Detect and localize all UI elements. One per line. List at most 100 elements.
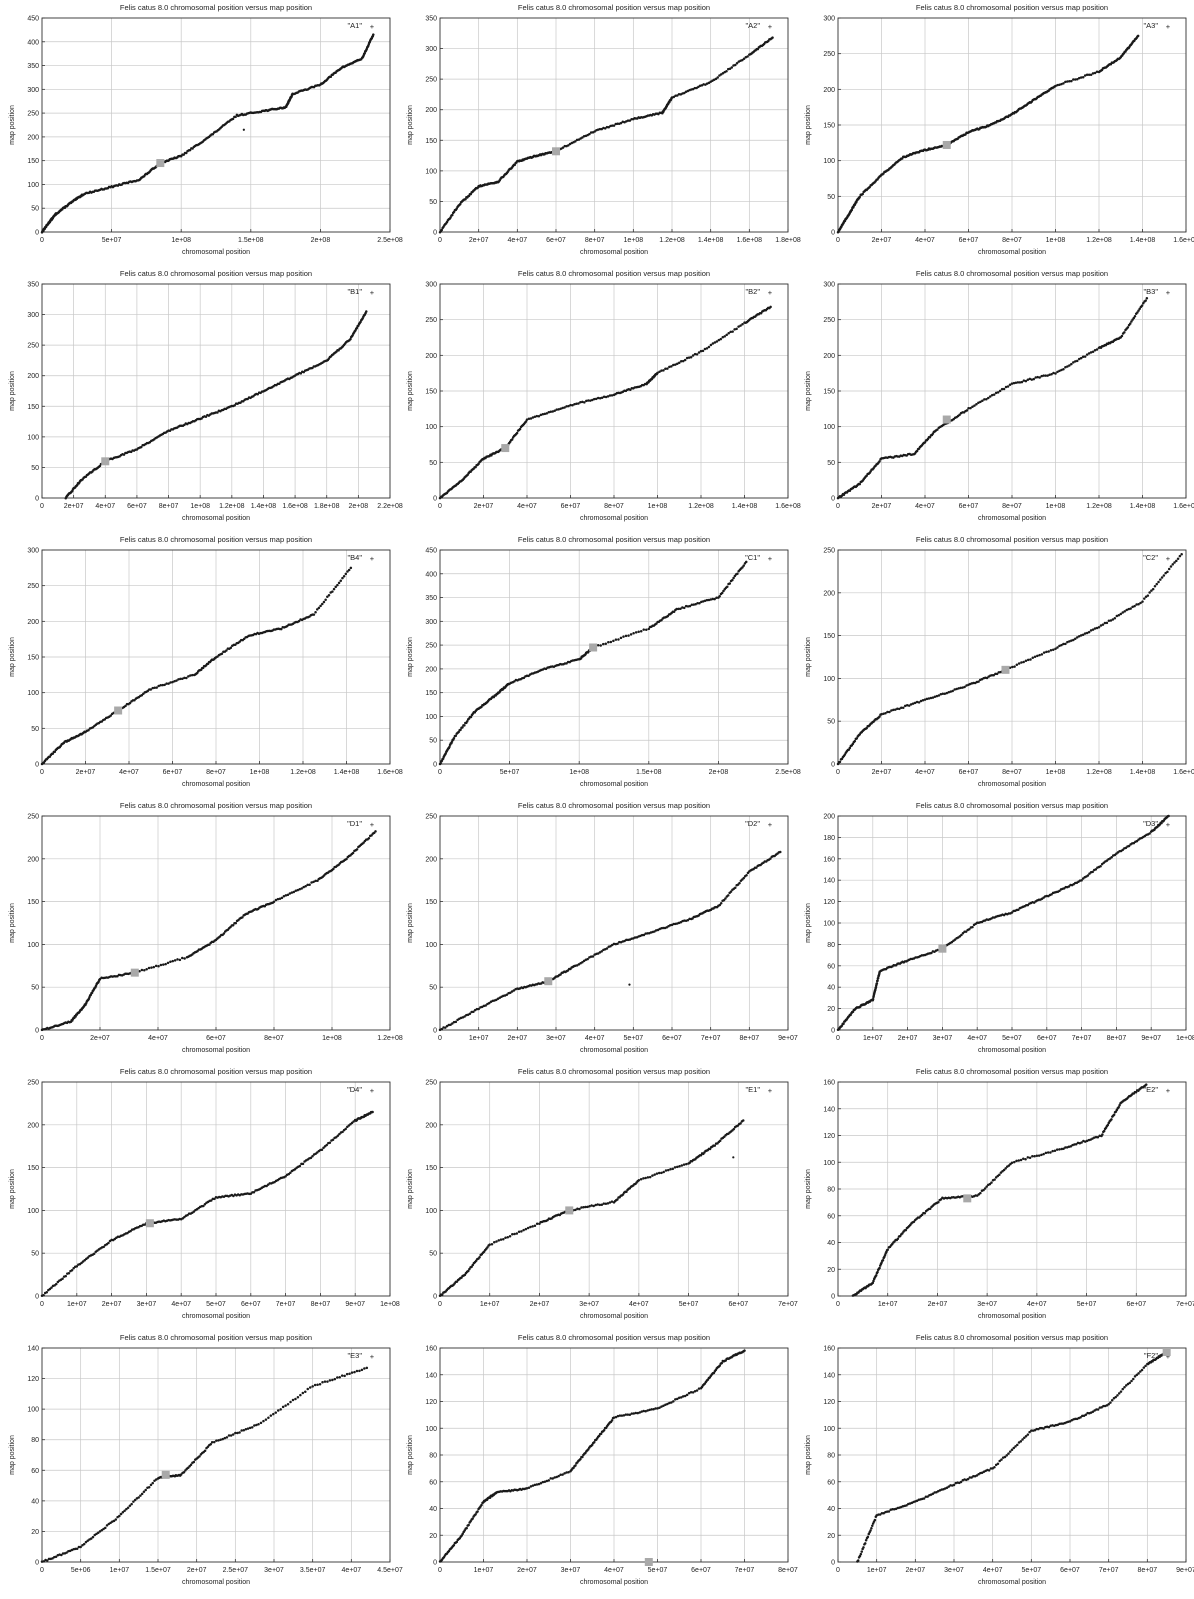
data-point: [719, 337, 723, 341]
y-tick-label: 100: [425, 942, 437, 949]
data-point: [1097, 626, 1101, 629]
x-tick-label: 1e+07: [109, 1567, 129, 1574]
data-point: [208, 943, 211, 946]
data-point: [370, 834, 373, 837]
data-point: [1007, 1164, 1011, 1167]
chart-panel-D2: Felis catus 8.0 chromosomal position ver…: [398, 798, 798, 1064]
data-point: [189, 674, 192, 677]
data-point: [1044, 374, 1047, 377]
data-point: [553, 409, 556, 412]
data-point: [65, 1551, 68, 1554]
data-point: [541, 413, 545, 416]
data-point: [522, 1228, 525, 1232]
data-point: [162, 963, 165, 966]
data-point: [583, 401, 586, 404]
x-tick-label: 1.4e+08: [1130, 237, 1156, 244]
data-point: [50, 1286, 53, 1289]
data-point: [166, 961, 170, 965]
data-point: [619, 121, 623, 125]
data-point: [1046, 1151, 1050, 1154]
data-point: [107, 1241, 110, 1245]
data-point: [840, 1024, 844, 1027]
chart-title: Felis catus 8.0 chromosomal position ver…: [518, 1067, 710, 1076]
y-tick-label: 150: [823, 389, 835, 396]
data-point: [628, 119, 632, 122]
data-point: [683, 358, 687, 362]
data-point: [1017, 1159, 1021, 1162]
data-point: [961, 686, 964, 689]
data-point: [718, 74, 721, 77]
y-tick-label: 0: [433, 762, 437, 769]
chart-title: Felis catus 8.0 chromosomal position ver…: [120, 1333, 312, 1342]
legend-label: "A1": [348, 21, 363, 30]
data-point: [142, 1490, 146, 1494]
data-point: [874, 986, 878, 989]
data-point: [317, 606, 321, 610]
data-point: [346, 570, 349, 573]
x-tick-label: 1e+07: [474, 1567, 494, 1574]
data-point: [660, 1171, 663, 1175]
data-point: [637, 1178, 641, 1182]
data-point: [581, 136, 584, 139]
data-point: [444, 1026, 447, 1029]
data-point: [935, 694, 939, 698]
x-tick-label: 2e+07: [872, 237, 892, 244]
data-point: [679, 607, 682, 611]
x-axis-label: chromosomal position: [978, 515, 1046, 522]
data-point: [91, 1535, 95, 1539]
data-point: [660, 369, 663, 372]
chart-svg: Felis catus 8.0 chromosomal position ver…: [407, 1333, 798, 1586]
data-point: [861, 192, 864, 196]
data-point: [1076, 77, 1079, 81]
y-tick-label: 200: [425, 107, 437, 114]
data-point: [592, 1204, 595, 1208]
y-tick-label: 350: [425, 16, 437, 23]
data-point: [727, 332, 730, 335]
data-point: [153, 1479, 156, 1483]
data-point: [344, 572, 348, 576]
chart-title: Felis catus 8.0 chromosomal position ver…: [518, 3, 710, 12]
y-tick-label: 0: [831, 762, 835, 769]
data-point: [465, 1526, 468, 1530]
x-tick-label: 6e+07: [127, 503, 147, 510]
y-tick-label: 20: [827, 1006, 835, 1013]
data-point: [744, 560, 748, 564]
data-point: [1140, 304, 1144, 307]
data-point: [586, 1205, 589, 1209]
data-point: [872, 1279, 875, 1283]
data-point: [1076, 359, 1079, 363]
y-tick-label: 300: [27, 312, 39, 319]
data-point: [715, 596, 718, 599]
data-point: [610, 943, 614, 947]
data-point: [1054, 372, 1057, 375]
data-point: [685, 1162, 688, 1166]
y-tick-label: 200: [27, 856, 39, 863]
data-point: [213, 1197, 216, 1201]
data-point: [739, 324, 742, 327]
data-point: [74, 1015, 77, 1018]
data-point: [211, 133, 215, 136]
data-point: [470, 1265, 473, 1269]
data-point: [114, 1518, 118, 1521]
data-point: [1091, 870, 1094, 874]
x-tick-label: 1e+08: [250, 769, 270, 776]
x-tick-label: 2e+08: [349, 503, 369, 510]
y-tick-label: 200: [823, 353, 835, 360]
data-point: [627, 634, 630, 637]
data-point: [112, 1519, 116, 1523]
data-point: [1173, 561, 1176, 564]
data-point: [155, 686, 158, 689]
legend-marker: +: [768, 288, 773, 297]
data-point: [1095, 70, 1099, 74]
y-tick-label: 450: [27, 16, 39, 23]
data-point: [231, 1433, 235, 1436]
data-point: [234, 921, 238, 925]
data-point: [1110, 1118, 1113, 1121]
legend-marker: +: [370, 820, 375, 829]
data-point: [896, 707, 899, 711]
data-point: [685, 356, 689, 360]
y-tick-label: 100: [27, 434, 39, 441]
legend-marker: +: [370, 1352, 375, 1361]
data-point: [529, 1225, 532, 1229]
x-tick-label: 6e+07: [728, 1301, 748, 1308]
